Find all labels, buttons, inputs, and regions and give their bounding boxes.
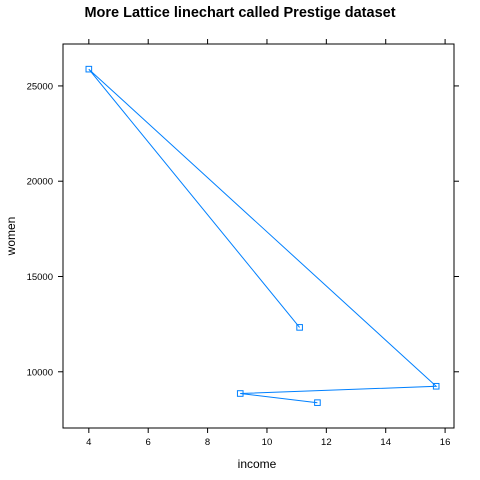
y-tick-label: 10000	[27, 367, 53, 378]
y-tick-label: 25000	[27, 81, 53, 92]
x-tick-label: 6	[146, 437, 151, 448]
x-tick-label: 4	[86, 437, 91, 448]
series-line	[88, 68, 438, 404]
x-tick-label: 16	[440, 437, 451, 448]
x-tick-label: 14	[380, 437, 391, 448]
data-point-marker	[314, 399, 321, 406]
x-tick-label: 12	[321, 437, 332, 448]
y-axis-label: women	[4, 217, 18, 257]
x-tick-label: 10	[262, 437, 273, 448]
data-point-marker	[432, 382, 440, 390]
data-point-marker	[85, 65, 93, 73]
axis-ticks: 4 6 8 10 12 14 16 10000 15000 20000 25000	[27, 39, 459, 448]
data-point-marker	[236, 390, 244, 397]
x-tick-label: 8	[205, 437, 210, 448]
series-group	[85, 65, 440, 406]
data-point-marker	[296, 324, 303, 331]
y-tick-label: 15000	[27, 272, 53, 283]
plot-frame	[62, 43, 455, 429]
chart-title: More Lattice linechart called Prestige d…	[84, 5, 395, 21]
y-tick-label: 20000	[27, 177, 53, 188]
x-axis-label: income	[238, 457, 277, 471]
